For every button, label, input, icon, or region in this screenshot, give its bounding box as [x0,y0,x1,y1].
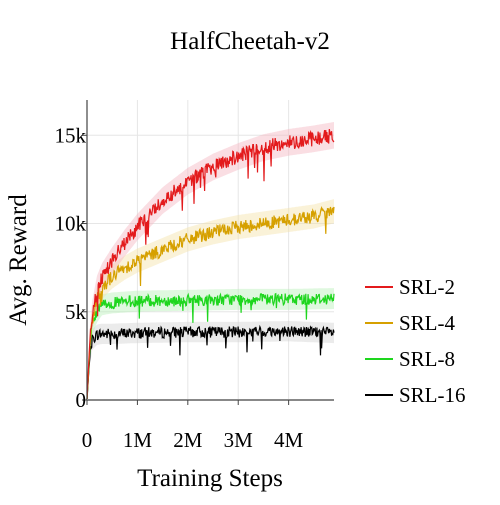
series-line-srl-8 [86,292,335,400]
series-line-srl-4 [86,205,335,401]
band-srl-2 [87,122,334,400]
legend-item-srl-8: SRL-8 [365,347,455,371]
y-tick-label: 0 [76,388,87,412]
x-tick-label: 4M [274,428,304,452]
legend-item-srl-4: SRL-4 [365,311,456,335]
legend-label: SRL-4 [399,311,456,335]
x-tick-label: 1M [123,428,153,452]
band-srl-4 [87,199,334,400]
x-tick-label: 2M [173,428,203,452]
legend: SRL-2 SRL-4 SRL-8 SRL-16 [365,275,466,407]
band-srl-16 [87,321,334,400]
grid-layer [87,100,334,400]
y-tick-label: 10k [55,212,87,236]
legend-label: SRL-2 [399,275,455,299]
chart-title: HalfCheetah-v2 [170,28,330,55]
axis-layer [86,100,334,401]
line-layer [86,128,335,401]
series-line-srl-16 [86,324,335,400]
legend-item-srl-2: SRL-2 [365,275,455,299]
legend-item-srl-16: SRL-16 [365,383,466,407]
y-tick-label: 15k [55,123,87,147]
y-axis-title: Avg. Reward [5,194,32,326]
x-tick-label: 3M [224,428,254,452]
band-layer [87,122,334,400]
legend-label: SRL-8 [399,347,455,371]
x-tick-label: 0 [82,428,93,452]
series-line-srl-2 [86,128,335,400]
y-tick-label: 5k [65,300,87,324]
tick-layer: 0 5k 10k 15k 0 1M 2M 3M 4M [55,123,304,452]
legend-label: SRL-16 [399,383,466,407]
x-axis-title: Training Steps [137,465,283,492]
